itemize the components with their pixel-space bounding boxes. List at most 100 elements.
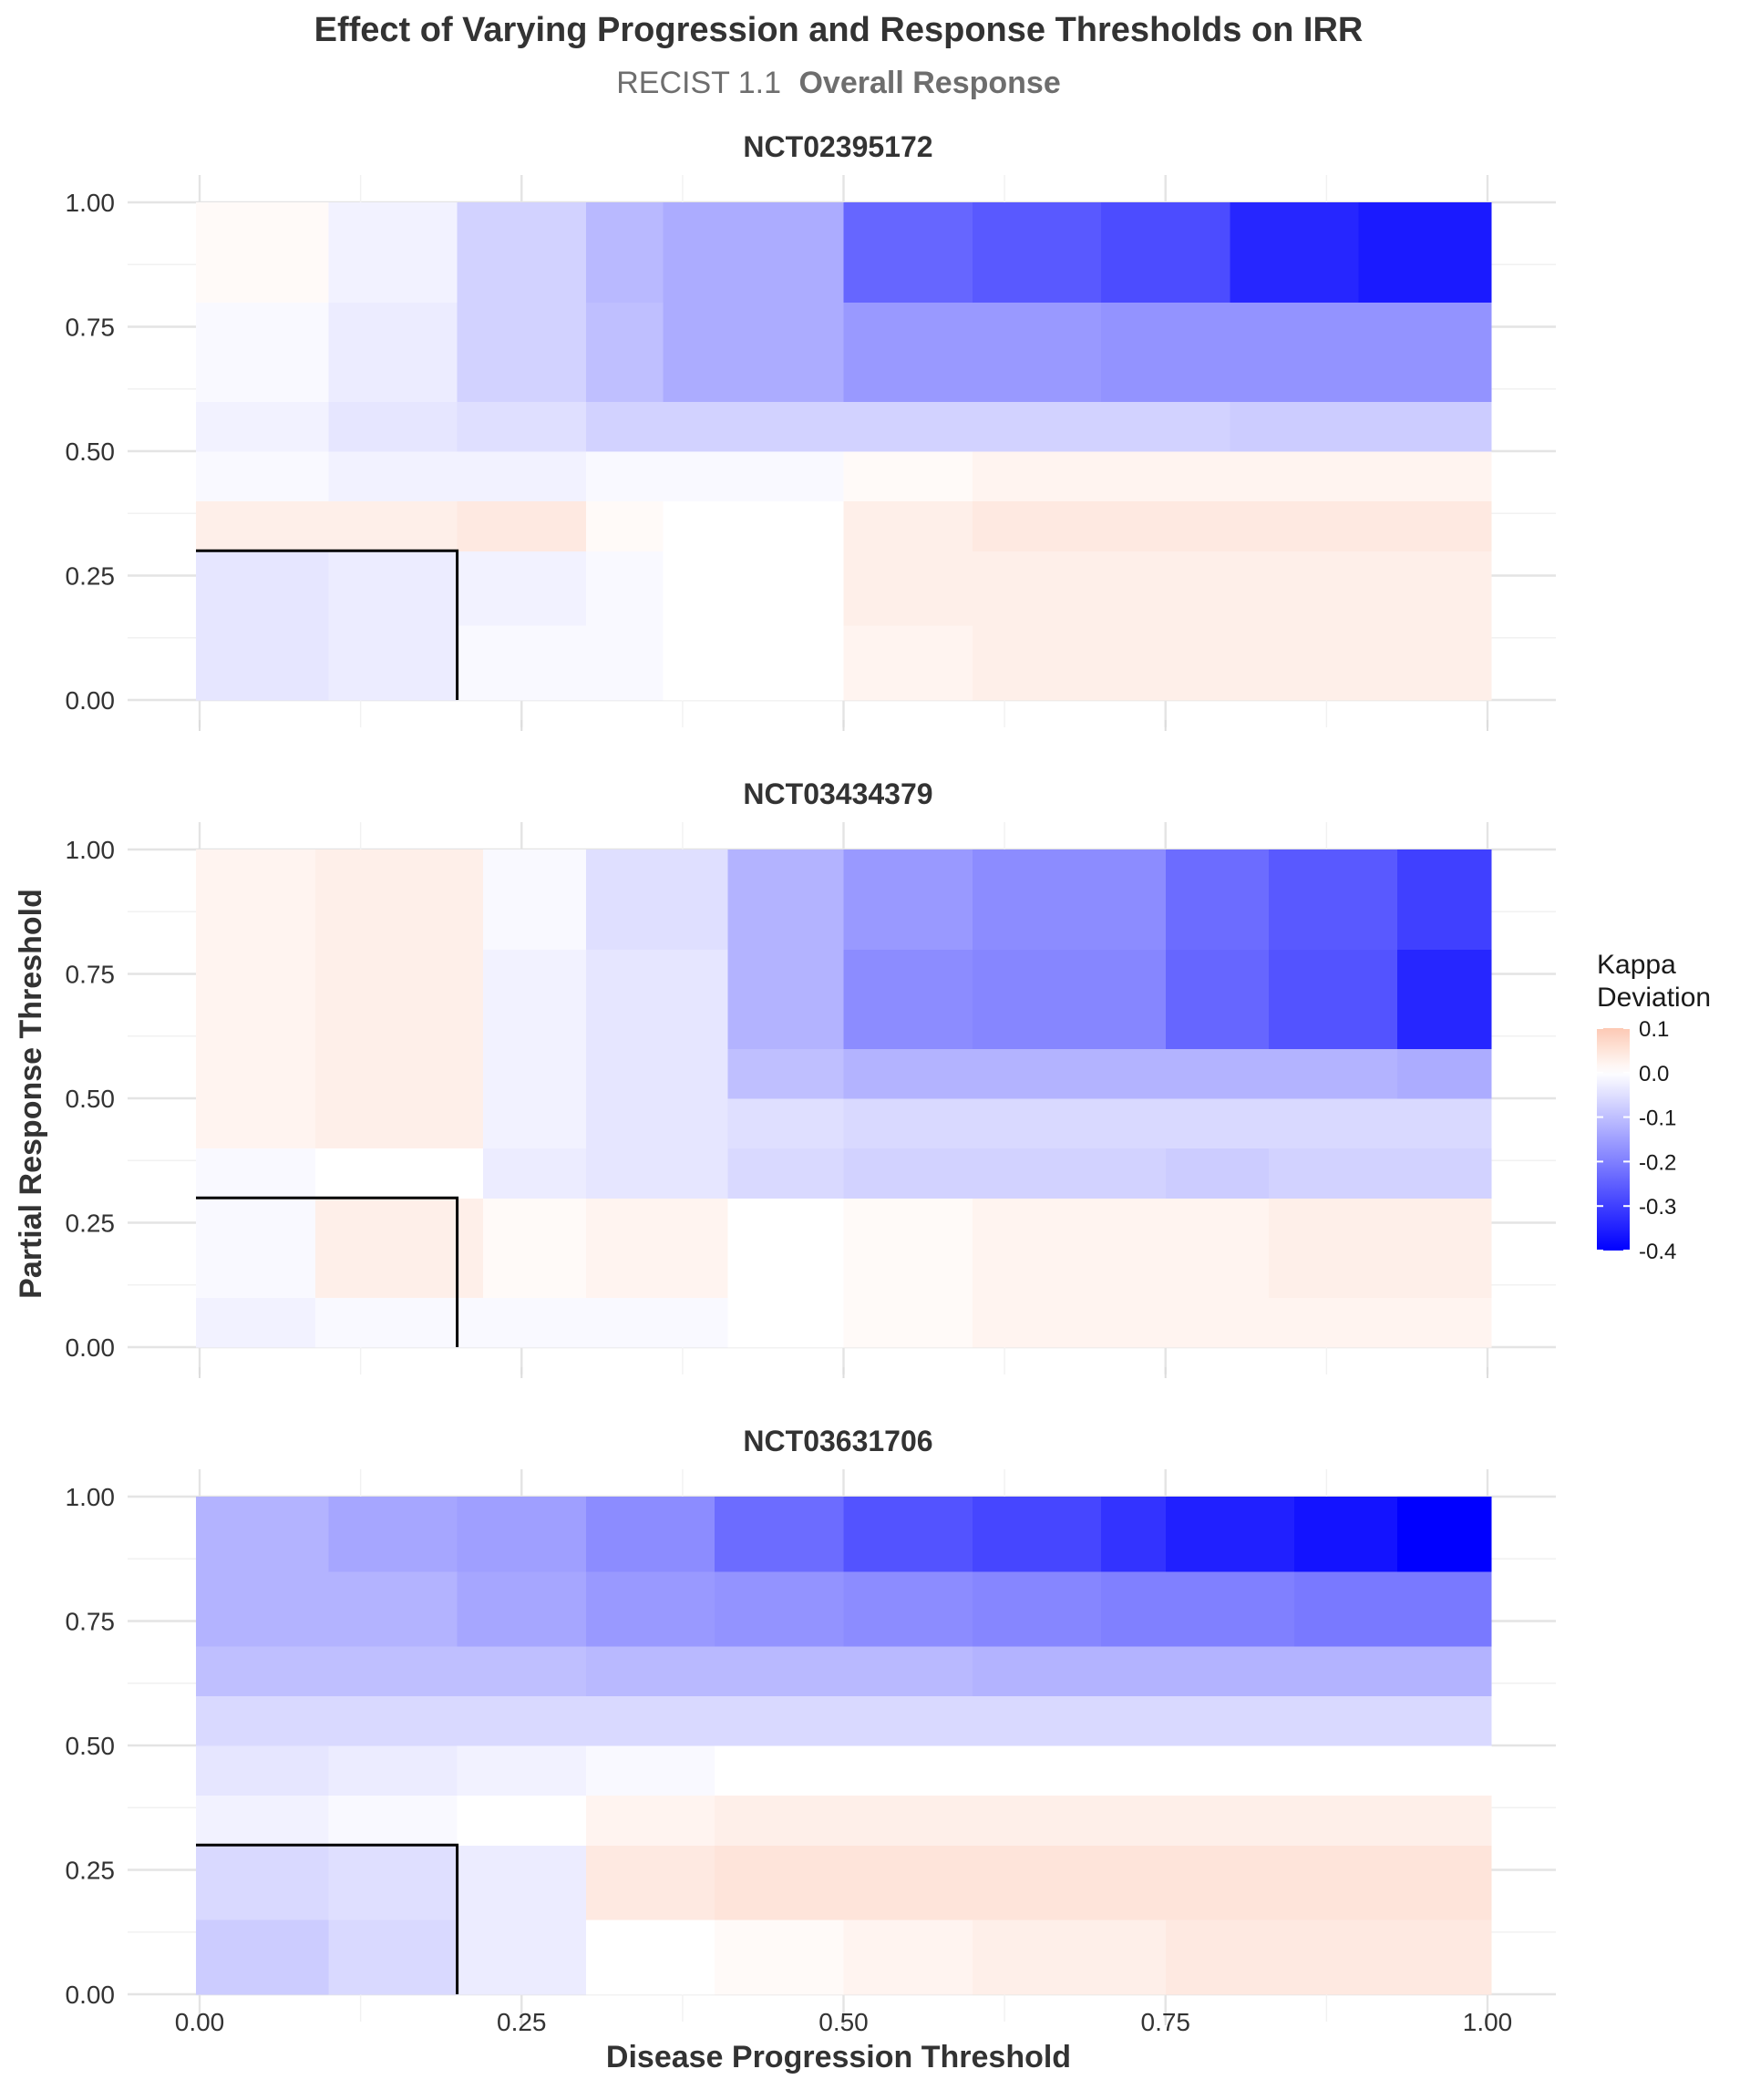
heatmap-cell [196,1497,329,1572]
heatmap-cell [457,1795,587,1846]
heatmap-cell [663,625,845,701]
heatmap-cell [972,1745,1102,1796]
heatmap-cell [663,401,845,452]
heatmap-cell [482,849,587,950]
heatmap-cell [1165,1570,1295,1647]
y-tick-label: 0.50 [66,438,116,466]
heatmap-cell [1165,1645,1295,1696]
heatmap-cell [1268,1148,1398,1199]
y-tick-label: 0.50 [66,1085,116,1113]
heatmap-cell [972,1645,1102,1696]
y-tick-label: 1.00 [66,1483,116,1511]
heatmap-cell [1397,1845,1492,1920]
heatmap-cell [972,551,1102,626]
heatmap-cell [315,1098,484,1149]
heatmap-cell [196,1297,316,1348]
heatmap-cell [196,1645,329,1696]
heatmap-cell [1101,202,1230,303]
heatmap-cell [972,1297,1167,1348]
heatmap-cell [1358,302,1492,402]
heatmap-cell [1397,1695,1492,1746]
heatmap-cell [972,949,1167,1049]
heatmap-cell [1294,1695,1398,1746]
heatmap-cell [1397,1745,1492,1796]
heatmap-cell [482,1297,587,1348]
heatmap-cell [663,302,845,402]
heatmap-cell [585,1098,728,1149]
heatmap-cell [715,1695,845,1746]
y-tick-label: 0.50 [66,1732,116,1760]
y-tick-label: 0.25 [66,1857,116,1885]
heatmap-cell [972,1497,1102,1572]
heatmap-cell [715,1745,845,1796]
heatmap-cell [1294,1795,1398,1846]
heatmap-cell [457,1570,587,1647]
heatmap-cell [1101,1695,1167,1746]
heatmap-cell [843,1148,973,1199]
heatmap-cell [482,1198,587,1298]
heatmap-cell [196,1745,329,1796]
heatmap-cell [1101,625,1230,701]
heatmap-cell [1101,1745,1167,1796]
heatmap-cell [328,1795,458,1846]
heatmap-cell [972,302,1102,402]
heatmap-cell [196,1795,329,1846]
legend: Kappa Deviation 0.1 0.0 -0.1 -0.2 -0.3 -0.4 [1597,950,1711,1264]
heatmap-cell [196,1920,329,1995]
heatmap-cell [328,302,458,402]
heatmap-cell [585,202,664,303]
heatmap-cell [1101,1570,1167,1647]
heatmap-cell [585,451,664,502]
heatmap-cell [727,949,845,1049]
heatmap-cell [843,1048,973,1099]
heatmap-cell [196,1098,316,1149]
heatmap-cell [1165,1098,1270,1149]
heatmap-cell [843,500,973,551]
chart-title: Effect of Varying Progression and Respon… [314,11,1364,49]
heatmap-cell [315,1148,484,1199]
heatmap-cell [585,949,728,1049]
heatmap-cell [1358,551,1492,626]
heatmap-cell [1397,1098,1492,1149]
heatmap-cell [196,202,329,303]
heatmap-cell [1165,1497,1295,1572]
heatmap-cell [972,1048,1167,1099]
heatmap-cell [843,1695,973,1746]
heatmap-cell [843,401,973,452]
panel-nct03631706: NCT03631706 0.00 0.25 0.50 0.75 1.00 [66,1425,1556,2025]
heatmap-cell [972,1198,1167,1298]
heatmap-cell [1230,202,1360,303]
heatmap-cell [196,949,316,1049]
heatmap-cell [1101,451,1230,502]
heatmap-cell [1268,1048,1398,1099]
y-tick-label: 0.00 [66,1981,116,2009]
heatmap-cell [328,1845,458,1920]
heatmap-cell [1268,1297,1398,1348]
heatmap-tiles [196,202,1492,701]
heatmap-cell [843,451,973,502]
heatmap-cell [727,1048,845,1099]
heatmap-cell [585,1745,715,1796]
heatmap-cell [1101,1645,1167,1696]
heatmap-cell [972,202,1102,303]
heatmap-cell [843,202,973,303]
y-tick-label: 1.00 [66,836,116,864]
heatmap-cell [843,302,973,402]
x-tick-label: 0.00 [175,2008,225,2036]
heatmap-cell [196,1570,329,1647]
heatmap-cell [972,1148,1167,1199]
heatmap-cell [585,401,664,452]
heatmap-cell [585,1695,715,1746]
heatmap-cell [585,1148,728,1199]
y-tick-label: 0.25 [66,562,116,591]
heatmap-cell [457,1745,587,1796]
legend-label: -0.2 [1639,1150,1676,1175]
heatmap-cell [715,1645,845,1696]
heatmap-cell [727,1148,845,1199]
heatmap-cell [482,949,587,1049]
heatmap-cell [328,625,458,701]
heatmap-cell [457,401,587,452]
heatmap-cell [1397,1048,1492,1099]
heatmap-cell [1101,302,1230,402]
heatmap-cell [196,401,329,452]
